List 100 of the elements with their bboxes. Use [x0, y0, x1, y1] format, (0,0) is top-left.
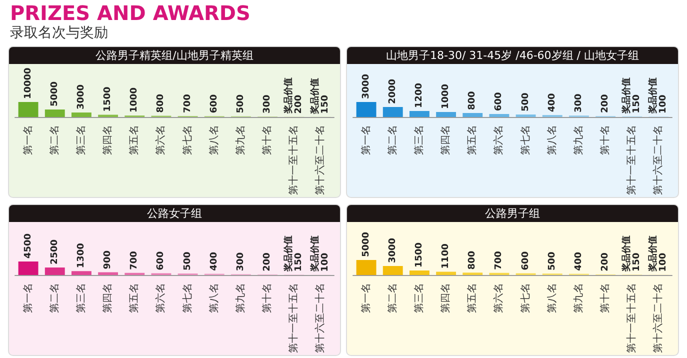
x-tick-label: 第九名 — [572, 283, 584, 313]
data-label: 奖品价值 150 — [621, 232, 642, 273]
data-label: 奖品价值 150 — [310, 74, 331, 115]
data-label: 3000 — [388, 238, 398, 263]
x-tick-label: 第六名 — [154, 283, 167, 313]
data-label: 400 — [209, 252, 220, 271]
x-tick-label: 第七名 — [181, 283, 194, 313]
bar — [382, 107, 403, 117]
data-label: 2500 — [50, 239, 60, 264]
chart-title: 公路男子组 — [347, 205, 678, 222]
x-tick-label: 第八名 — [546, 125, 558, 155]
data-label: 奖品价值 150 — [621, 74, 642, 114]
x-tick-label: 第四名 — [102, 125, 114, 155]
x-tick-label: 第十一至十五名 — [626, 125, 638, 195]
x-tick-label: 第七名 — [519, 283, 532, 313]
data-label: 200 — [600, 252, 611, 272]
bar — [356, 102, 376, 117]
data-label: 400 — [547, 93, 558, 112]
data-label: 1200 — [414, 82, 424, 108]
bar — [98, 272, 118, 275]
bar — [489, 114, 510, 117]
bar — [18, 262, 38, 275]
x-tick-label: 第七名 — [519, 125, 532, 155]
data-label: 1000 — [441, 84, 452, 109]
bar — [462, 113, 483, 117]
data-label: 600 — [209, 94, 220, 114]
x-tick-label: 第十一至十五名 — [288, 283, 300, 353]
chart-title: 公路男子精英组/山地男子精英组 — [9, 47, 340, 64]
data-label: 300 — [236, 252, 246, 272]
x-tick-label: 第十六至二十名 — [314, 125, 326, 195]
data-label: 奖品价值 100 — [648, 74, 669, 114]
bar — [356, 260, 376, 275]
x-tick-label: 第十名 — [261, 283, 274, 313]
x-tick-label: 第四名 — [440, 125, 452, 155]
data-label: 3000 — [361, 74, 372, 99]
x-tick-label: 第十六至二十名 — [652, 283, 664, 353]
chart-title: 山地男子18-30/ 31-45岁 /46-60岁组 / 山地女子组 — [347, 47, 678, 64]
x-tick-label: 第十名 — [599, 283, 612, 313]
text: 录取名次与奖励 — [10, 24, 109, 42]
x-tick-label: 第七名 — [181, 125, 194, 155]
x-tick-label: 第二名 — [48, 125, 60, 155]
bar — [382, 266, 403, 275]
data-label: 800 — [156, 94, 166, 113]
data-label: 5000 — [50, 81, 60, 106]
x-tick-label: 第六名 — [154, 125, 167, 155]
data-label: 500 — [520, 92, 531, 112]
x-tick-label: 第五名 — [466, 125, 478, 155]
data-label: 200 — [600, 94, 611, 113]
data-label: 900 — [103, 250, 114, 270]
x-tick-label: 第八名 — [546, 283, 558, 313]
data-label: 500 — [236, 94, 246, 114]
bar — [71, 112, 92, 117]
bar — [44, 110, 65, 117]
data-label: 500 — [547, 252, 558, 270]
x-tick-label: 第十六至二十名 — [314, 283, 326, 353]
data-label: 1300 — [76, 243, 86, 268]
x-tick-label: 第五名 — [128, 125, 140, 155]
data-label: 5000 — [361, 232, 372, 257]
data-label: 700 — [130, 251, 140, 270]
bar — [436, 112, 456, 117]
data-label: 10000 — [23, 68, 34, 99]
x-tick-label: 第二名 — [386, 125, 398, 155]
data-label: 1000 — [130, 87, 140, 112]
data-label: 1500 — [103, 86, 114, 112]
bar — [71, 271, 92, 275]
data-label: 2000 — [388, 78, 398, 104]
data-label: 800 — [468, 91, 478, 110]
data-label: 1500 — [414, 242, 424, 268]
x-tick-label: 第六名 — [492, 283, 505, 313]
data-label: 3000 — [76, 84, 86, 110]
chart-title: 公路女子组 — [9, 205, 340, 222]
x-tick-label: 第三名 — [412, 283, 425, 313]
bar — [436, 272, 456, 275]
x-tick-label: 第二名 — [48, 283, 60, 313]
data-label: 600 — [520, 251, 531, 270]
x-tick-label: 第一名 — [22, 125, 34, 155]
bar — [18, 102, 38, 117]
x-tick-label: 第十名 — [261, 125, 274, 155]
x-tick-label: 第九名 — [234, 125, 246, 155]
data-label: 600 — [156, 251, 166, 270]
data-label: 300 — [262, 94, 273, 114]
x-tick-label: 第三名 — [74, 125, 87, 155]
x-tick-label: 第八名 — [208, 125, 220, 155]
x-tick-label: 第一名 — [360, 125, 372, 155]
x-tick-label: 第六名 — [492, 125, 505, 155]
x-tick-label: 第八名 — [208, 283, 220, 313]
bar — [44, 268, 65, 275]
data-label: 600 — [494, 92, 504, 111]
x-tick-label: 第十名 — [599, 125, 612, 155]
data-label: 500 — [182, 252, 193, 270]
data-label: 700 — [494, 251, 504, 270]
data-label: 700 — [182, 94, 193, 113]
x-tick-label: 第五名 — [128, 283, 140, 313]
bar — [409, 270, 430, 275]
data-label: 1100 — [441, 244, 452, 269]
bar — [409, 111, 430, 117]
data-label: 4500 — [23, 233, 34, 258]
data-label: 800 — [468, 250, 478, 270]
x-tick-label: 第一名 — [22, 283, 34, 313]
x-tick-label: 第四名 — [440, 283, 452, 313]
